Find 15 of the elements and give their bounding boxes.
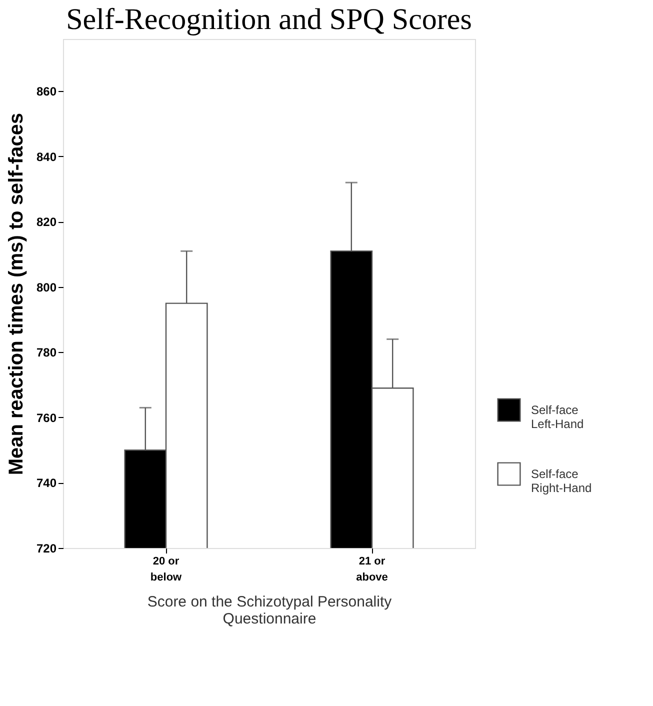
y-tick-label: 820 bbox=[36, 215, 57, 230]
y-axis-title: Mean reaction times (ms) to self-faces bbox=[5, 112, 28, 476]
x-axis-title: Score on the Schizotypal Personality Questionnaire bbox=[147, 594, 392, 628]
y-tick-label: 840 bbox=[36, 150, 57, 164]
y-tick-label: 720 bbox=[36, 542, 57, 556]
y-tick-label: 740 bbox=[36, 476, 57, 490]
x-tick-label: 20 or below bbox=[150, 556, 182, 584]
legend-label: Self-face Right-Hand bbox=[531, 467, 592, 495]
y-tick-label: 800 bbox=[36, 280, 57, 294]
chart-title: Self-Recognition and SPQ Scores bbox=[66, 3, 472, 36]
y-tick-label: 780 bbox=[36, 346, 57, 360]
y-tick-label: 860 bbox=[36, 84, 57, 99]
x-tick-label: 21 or above bbox=[356, 556, 388, 584]
y-tick-label: 760 bbox=[36, 410, 57, 425]
legend-label: Self-face Left-Hand bbox=[531, 403, 584, 431]
